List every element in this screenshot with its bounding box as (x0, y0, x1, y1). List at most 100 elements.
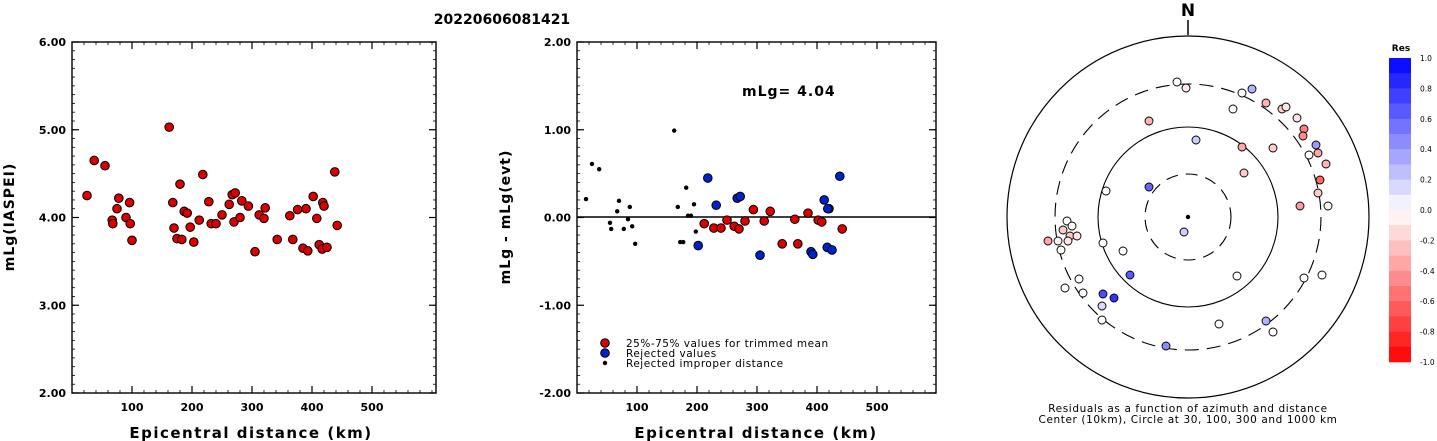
colorbar-cell (1389, 240, 1411, 256)
colorbar-cell (1389, 149, 1411, 165)
residual-point (1078, 288, 1088, 298)
colorbar-title: Res (1392, 44, 1410, 54)
residual-colorbar: Res 1.0 0.8 0.6 0.4 0.2 0.0 -0.2 -0.4 -0.6 -0.8 -1… (1389, 44, 1435, 367)
colorbar-tick-label: 0.2 (1420, 176, 1432, 185)
legend-marker (602, 360, 608, 366)
y-tick-label: -1.00 (539, 299, 571, 312)
colorbar-cell (1389, 255, 1411, 272)
x-tick-label: 300 (746, 401, 769, 414)
data-point (204, 196, 214, 207)
residual-point (1261, 98, 1271, 108)
colorbar-cell (1389, 270, 1411, 287)
residual-point (1074, 274, 1084, 284)
residual-point (1125, 270, 1135, 280)
rejected-distance-point (633, 241, 638, 247)
x-tick-label: 500 (361, 401, 384, 414)
data-point (322, 242, 332, 253)
residual-point (1053, 236, 1063, 246)
rejected-distance-point (693, 229, 698, 234)
colorbar-tick-label: 1.0 (1420, 54, 1432, 63)
residual-point (1313, 148, 1323, 158)
colorbar-cell (1389, 118, 1411, 135)
colorbar-cell (1389, 301, 1411, 317)
residual-point (1043, 236, 1053, 246)
residual-point (1144, 182, 1154, 192)
residual-point (1191, 135, 1201, 145)
rejected-value-point (703, 173, 713, 183)
colorbar-cell (1389, 164, 1411, 180)
rejected-distance-point (684, 185, 689, 190)
data-point (82, 190, 92, 201)
colorbar-cell (1389, 179, 1411, 196)
data-point (211, 218, 221, 229)
data-point (243, 201, 254, 211)
y-tick-label: 6.00 (39, 36, 66, 49)
residual-point (1292, 113, 1302, 123)
residual-point (1323, 201, 1333, 211)
residual-point (1118, 246, 1128, 256)
data-point (185, 222, 195, 232)
colorbar-cell (1389, 210, 1411, 226)
rejected-value-point (819, 195, 830, 205)
legend-marker (600, 338, 610, 348)
colorbar-cell (1389, 346, 1411, 363)
rejected-value-point (711, 200, 722, 211)
data-point (114, 193, 124, 203)
x-tick-label: 100 (121, 401, 144, 414)
data-point (108, 218, 118, 229)
trimmed-mean-point (790, 214, 800, 225)
data-point (124, 197, 135, 208)
x-axis-label: Epicentral distance (km) (129, 424, 372, 441)
data-point (89, 155, 99, 166)
data-point (189, 237, 199, 247)
data-point (164, 122, 174, 132)
residual-point (1239, 168, 1249, 178)
rejected-distance-point (583, 196, 589, 202)
data-point (100, 160, 110, 171)
residual-point (1058, 225, 1068, 235)
trimmed-mean-point (716, 223, 726, 233)
rejected-distance-point (589, 161, 595, 167)
residual-point (1214, 319, 1224, 329)
residual-point (1101, 186, 1111, 196)
y-tick-label: 2.00 (544, 36, 571, 49)
rejected-distance-point (625, 217, 631, 222)
colorbar-tick-label: 0.6 (1420, 115, 1432, 124)
y-tick-label: 4.00 (39, 212, 66, 225)
colorbar-tick-label: -0.2 (1420, 236, 1435, 245)
residual-point (1295, 201, 1305, 211)
data-point (194, 215, 204, 225)
trimmed-mean-point (765, 206, 776, 217)
data-point (288, 234, 298, 245)
trimmed-mean-point (817, 217, 827, 227)
rejected-distance-point (615, 209, 620, 214)
residual-point (1144, 116, 1154, 126)
residual-vs-distance-chart: -2.00 -1.00 0.00 1.00 2.00 100 200 300 400 500 mL… (498, 36, 937, 441)
x-tick-label: 300 (241, 401, 264, 414)
residual-point (1172, 77, 1182, 87)
data-point (125, 218, 135, 229)
data-point (312, 213, 322, 224)
residual-point (1313, 188, 1323, 198)
residual-point (1056, 245, 1066, 255)
caption-line-2: Center (10km), Circle at 30, 100, 300 an… (1039, 414, 1338, 426)
rejected-distance-point (630, 224, 635, 229)
data-point (175, 179, 185, 189)
trimmed-mean-point (837, 224, 848, 234)
residual-point (1161, 341, 1171, 351)
rejected-value-point (827, 245, 837, 255)
rejected-distance-point (621, 226, 626, 232)
residual-point (1181, 83, 1191, 93)
colorbar-cell (1389, 103, 1411, 120)
trimmed-mean-point (777, 239, 788, 249)
data-point (303, 246, 313, 256)
x-tick-label: 100 (626, 401, 649, 414)
data-point (237, 196, 247, 206)
colorbar-cell (1389, 88, 1411, 104)
data-point (330, 167, 340, 177)
data-point (182, 208, 192, 218)
legend-marker (600, 348, 610, 358)
data-point (198, 169, 208, 180)
colorbar-tick-label: -0.8 (1420, 328, 1435, 337)
rejected-distance-point (672, 128, 677, 133)
